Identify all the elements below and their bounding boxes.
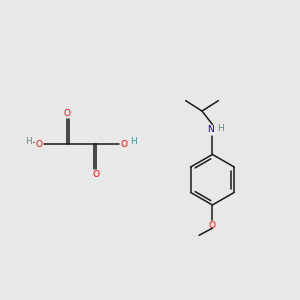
Text: O: O (209, 221, 216, 230)
Text: O: O (121, 140, 128, 148)
Text: N: N (207, 125, 214, 134)
Text: O: O (36, 140, 43, 148)
Text: H: H (130, 137, 137, 146)
Text: H: H (218, 124, 224, 133)
Text: H: H (25, 137, 32, 146)
Text: O: O (63, 109, 70, 118)
Text: ·: · (32, 137, 35, 150)
Text: O: O (93, 170, 100, 179)
